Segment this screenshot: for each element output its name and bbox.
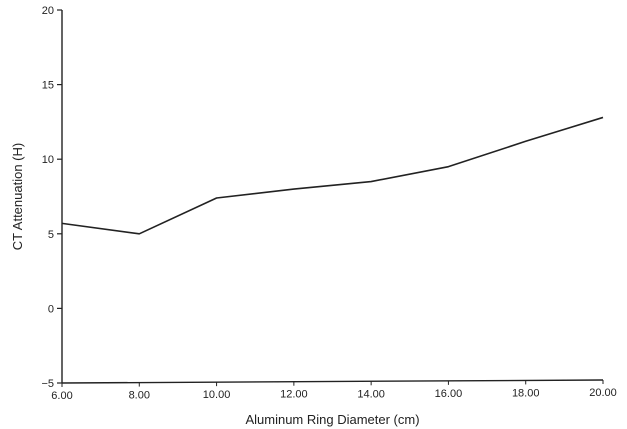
x-axis-line — [61, 379, 604, 384]
y-tick-label: 20 — [42, 5, 54, 17]
x-tick-label: 16.00 — [435, 388, 463, 400]
y-ticks: −5 0 5 10 15 20 — [41, 5, 62, 390]
y-axis-title: CT Attenuation (H) — [10, 143, 25, 250]
x-tick-label: 8.00 — [129, 390, 150, 402]
y-tick-label: 0 — [48, 303, 54, 315]
series-line — [61, 116, 604, 235]
x-axis-title: Aluminum Ring Diameter (cm) — [245, 412, 419, 427]
y-tick-label: 10 — [42, 154, 54, 166]
axes — [61, 10, 604, 384]
y-tick-label: −5 — [41, 378, 54, 390]
x-tick-label: 6.00 — [51, 390, 72, 402]
x-tick-label: 10.00 — [203, 389, 231, 401]
y-tick-label: 5 — [48, 229, 54, 241]
x-tick-label: 20.00 — [589, 387, 617, 399]
x-tick-label: 14.00 — [357, 388, 385, 400]
x-tick-label: 18.00 — [512, 387, 540, 399]
series-layer — [61, 116, 604, 235]
x-ticks: 6.00 8.00 10.00 12.00 14.00 16.00 18.00 20.00 — [51, 380, 617, 402]
x-tick-label: 12.00 — [280, 389, 308, 401]
y-tick-label: 15 — [42, 80, 54, 92]
